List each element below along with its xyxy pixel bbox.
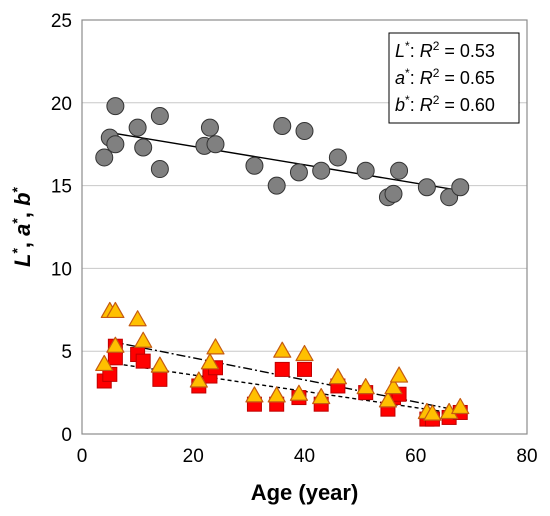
- point-L: [328, 148, 347, 167]
- legend-r2-label: R: [420, 41, 433, 61]
- point-b: [295, 344, 314, 362]
- point-L: [312, 161, 331, 180]
- point-L: [95, 148, 114, 167]
- point-b: [273, 341, 292, 358]
- legend-box: [388, 32, 520, 124]
- series-b: [95, 301, 470, 421]
- point-b: [128, 310, 147, 327]
- point-a: [135, 353, 151, 369]
- point-L: [417, 178, 436, 197]
- legend-var: b: [395, 95, 405, 115]
- legend-entry: b*: R2 = 0.60: [395, 93, 495, 115]
- point-b: [200, 353, 220, 370]
- x-axis-title: Age (year): [251, 480, 359, 505]
- point-L: [451, 178, 470, 197]
- point-b: [389, 366, 409, 383]
- x-tick-label: 0: [77, 446, 88, 467]
- point-L: [150, 107, 169, 126]
- point-L: [390, 161, 409, 180]
- y-tick-label: 25: [51, 11, 72, 32]
- point-b: [378, 391, 398, 408]
- point-L: [295, 121, 314, 140]
- legend: L*: R2 = 0.53 a*: R2 = 0.65 b*: R2 = 0.60: [388, 32, 520, 124]
- point-L: [150, 160, 169, 179]
- point-b: [134, 331, 153, 348]
- x-tick-label: 60: [405, 446, 426, 467]
- y-tick-label: 5: [61, 342, 72, 363]
- plot-area-frame: [81, 19, 528, 435]
- point-b: [106, 301, 125, 319]
- legend-r2-value: = 0.60: [439, 95, 495, 115]
- y-tick-label: 15: [51, 177, 72, 198]
- point-b: [356, 378, 375, 395]
- point-b: [328, 368, 347, 385]
- y-tick-label: 10: [51, 259, 72, 280]
- point-b: [245, 386, 264, 403]
- point-a: [297, 361, 312, 377]
- point-b: [423, 404, 442, 421]
- point-L: [128, 118, 147, 137]
- series-L: [95, 97, 470, 207]
- point-b: [106, 336, 125, 353]
- y-tick-label: 20: [51, 94, 72, 115]
- point-a: [107, 350, 123, 366]
- gridlines: [82, 102, 527, 352]
- point-L: [267, 176, 286, 195]
- point-L: [106, 97, 125, 116]
- legend-entry: L*: R2 = 0.53: [395, 39, 495, 61]
- data-points: [95, 97, 470, 427]
- point-b: [206, 338, 225, 355]
- legend-r2-value: = 0.53: [439, 41, 495, 61]
- y-tick-label: 0: [61, 425, 72, 446]
- legend-entry: a*: R2 = 0.65: [395, 66, 495, 88]
- point-b: [312, 387, 331, 405]
- legend-r2-label: R: [420, 68, 433, 88]
- legend-r2-value: = 0.65: [439, 68, 495, 88]
- trendline-L: [109, 131, 461, 192]
- point-L: [384, 184, 403, 203]
- point-b: [95, 354, 114, 372]
- point-L: [245, 156, 264, 175]
- point-a: [274, 361, 290, 377]
- point-b: [384, 378, 403, 395]
- point-L: [206, 135, 225, 154]
- point-L: [134, 138, 153, 157]
- point-L: [356, 161, 375, 180]
- point-b: [267, 386, 286, 403]
- x-tick-label: 40: [294, 446, 315, 467]
- point-b: [189, 371, 208, 388]
- point-L: [289, 163, 308, 182]
- point-b: [150, 356, 169, 373]
- legend-var: a: [395, 68, 405, 88]
- point-a: [152, 371, 168, 387]
- point-L: [200, 118, 219, 137]
- legend-var: L: [395, 41, 405, 61]
- point-L: [106, 135, 125, 154]
- x-tick-label: 80: [516, 446, 537, 467]
- x-tick-label: 20: [183, 446, 204, 467]
- point-L: [273, 116, 292, 135]
- legend-r2-label: R: [420, 95, 433, 115]
- y-axis-title: L*, a*, b*: [9, 186, 35, 267]
- axis-ticks: 0 5 10 15 20 25 0 20 40 60 80: [51, 11, 538, 467]
- point-b: [289, 384, 309, 401]
- point-b: [451, 397, 470, 415]
